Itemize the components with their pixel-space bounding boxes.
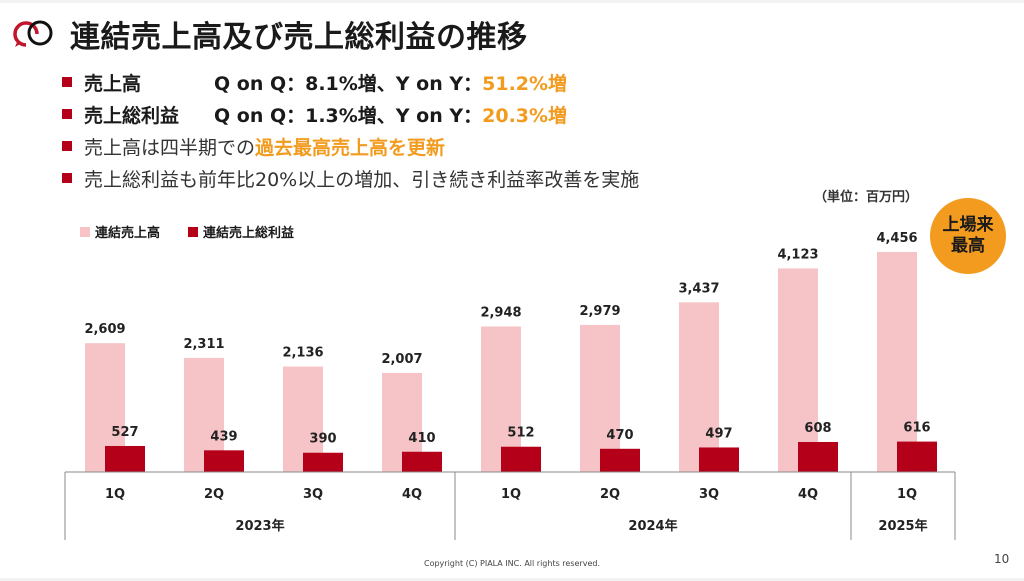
data-label-gross-profit: 512	[507, 426, 534, 441]
unit-note: （単位：百万円）	[814, 190, 919, 205]
x-tick-label: 1Q	[501, 487, 521, 502]
bullet-text: 売上総利益も前年比20%以上の増加、引き続き利益率改善を実施	[84, 168, 640, 191]
bullet-margin-improvement: 売上総利益も前年比20%以上の増加、引き続き利益率改善を実施	[62, 162, 639, 194]
bullet-revenue: 売上高 Q on Q：8.1%増、Y on Y： 51.2%増	[62, 66, 639, 98]
bar-revenue	[679, 302, 719, 472]
data-label-revenue: 2,979	[579, 304, 620, 319]
data-label-gross-profit: 497	[705, 426, 732, 441]
x-tick-label: 4Q	[402, 487, 422, 502]
x-tick-label: 1Q	[897, 487, 917, 502]
data-label-revenue: 3,437	[678, 281, 719, 296]
bullet-text: Q on Q：8.1%増、Y on Y：	[214, 72, 483, 95]
bar-gross-profit	[204, 450, 244, 472]
bullet-text: 売上高は四半期での	[84, 136, 256, 159]
page-number: 10	[994, 552, 1010, 566]
data-label-revenue: 4,456	[876, 231, 917, 246]
copyright: Copyright (C) PIALA INC. All rights rese…	[424, 559, 600, 568]
bar-revenue	[580, 324, 620, 472]
bullet-highlight: 過去最高売上高を更新	[255, 136, 446, 159]
year-group-label: 2023年	[235, 518, 284, 534]
badge-line2: 最高	[951, 236, 985, 256]
legend-label-gross-profit: 連結売上総利益	[203, 226, 295, 241]
bullet-highlight: 51.2%増	[482, 72, 568, 95]
bottom-border	[0, 578, 1024, 581]
bullet-record-revenue: 売上高は四半期での 過去最高売上高を更新	[62, 130, 639, 162]
data-label-gross-profit: 470	[606, 428, 633, 443]
bullet-label: 売上高	[84, 72, 142, 95]
bullet-square-icon	[62, 77, 72, 87]
bullet-label: 売上総利益	[84, 104, 180, 127]
legend-swatch-revenue	[80, 226, 90, 237]
data-label-gross-profit: 410	[408, 431, 435, 446]
data-label-revenue: 2,136	[282, 346, 323, 361]
data-label-gross-profit: 439	[210, 429, 237, 444]
bar-gross-profit	[105, 445, 145, 472]
x-tick-label: 2Q	[600, 487, 620, 502]
legend-item-gross-profit: 連結売上総利益	[188, 222, 294, 241]
bullet-gross-profit: 売上総利益 Q on Q：1.3%増、Y on Y： 20.3%増	[62, 98, 639, 130]
bar-revenue	[778, 268, 818, 472]
bar-gross-profit	[303, 452, 343, 472]
bar-gross-profit	[897, 441, 937, 472]
data-label-revenue: 2,609	[84, 322, 125, 337]
data-label-gross-profit: 608	[804, 421, 831, 436]
legend-swatch-gross-profit	[188, 226, 199, 237]
data-label-gross-profit: 527	[111, 425, 138, 440]
bar-gross-profit	[798, 441, 838, 472]
x-tick-label: 3Q	[303, 487, 323, 502]
legend-label-revenue: 連結売上高	[95, 226, 161, 241]
bullet-square-icon	[62, 109, 72, 119]
year-group-label: 2025年	[878, 518, 927, 534]
summary-bullets: 売上高 Q on Q：8.1%増、Y on Y： 51.2%増 売上総利益 Q …	[62, 66, 639, 194]
page-title: 連結売上高及び売上総利益の推移	[70, 20, 528, 55]
bar-revenue	[877, 252, 917, 472]
legend-item-revenue: 連結売上高	[80, 222, 160, 241]
bullet-square-icon	[62, 141, 72, 151]
top-border	[0, 0, 1024, 3]
bar-gross-profit	[501, 446, 541, 472]
x-tick-label: 4Q	[798, 487, 818, 502]
data-label-revenue: 2,948	[480, 305, 521, 320]
chart-legend: 連結売上高 連結売上総利益	[80, 222, 322, 241]
x-tick-label: 1Q	[105, 487, 125, 502]
data-label-revenue: 2,311	[183, 337, 224, 352]
data-label-gross-profit: 616	[903, 421, 930, 436]
year-group-label: 2024年	[628, 518, 677, 534]
data-label-gross-profit: 390	[309, 432, 336, 447]
data-label-revenue: 4,123	[777, 247, 818, 262]
x-tick-label: 3Q	[699, 487, 719, 502]
record-high-badge: 上場来 最高	[930, 198, 1006, 274]
piala-logo-icon	[13, 20, 53, 47]
bar-gross-profit	[402, 451, 442, 472]
bar-gross-profit	[699, 447, 739, 472]
bullet-text: Q on Q：1.3%増、Y on Y：	[214, 104, 483, 127]
bullet-highlight: 20.3%増	[482, 104, 568, 127]
bullet-square-icon	[62, 173, 72, 183]
bar-gross-profit	[600, 448, 640, 472]
x-tick-label: 2Q	[204, 487, 224, 502]
badge-line1: 上場来	[942, 214, 994, 235]
data-label-revenue: 2,007	[381, 352, 422, 367]
